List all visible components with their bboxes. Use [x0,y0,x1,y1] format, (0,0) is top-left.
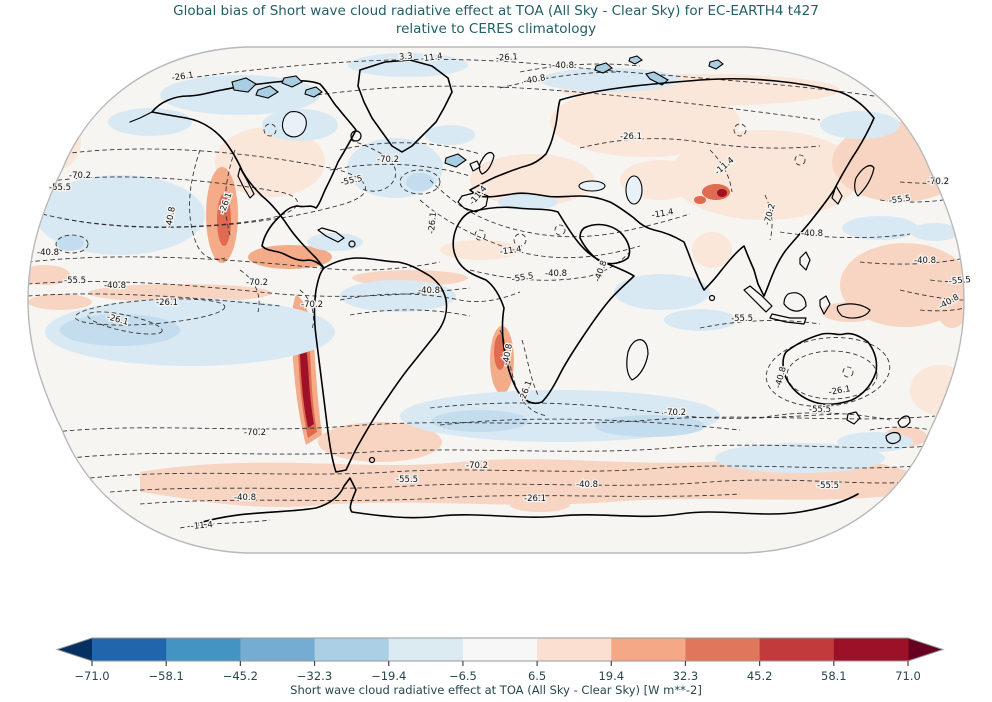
colorbar-segment [685,638,761,661]
colorbar-tick-label: −6.5 [449,669,477,683]
contour-label: -70.2 [927,177,949,187]
contour-label: -26.1 [171,71,194,84]
colorbar-tick-label: 19.4 [598,669,624,683]
colorbar-tick-label: −32.3 [297,669,332,683]
contour-label: -40.8 [234,493,256,503]
contour-label: -70.2 [664,408,686,418]
contour-label: -40.8 [801,229,823,239]
contour-label: -55.5 [817,481,839,491]
colorbar-under-arrow [57,638,92,661]
contour-label: 3.3 [399,51,413,62]
contour-label: -40.8 [104,281,126,291]
figure-title-line1: Global bias of Short wave cloud radiativ… [173,3,819,19]
colorbar-segment [759,638,835,661]
colorbar-tick-label: −45.2 [223,669,258,683]
contour-label: -26.1 [524,494,546,504]
colorbar-segment [462,638,538,661]
contour-label: -55.5 [49,183,71,193]
contour-label: -70.2 [466,461,488,471]
colorbar-tick-label: 32.3 [673,669,699,683]
contour-lines [28,59,964,529]
contour-label: -55.5 [64,276,86,286]
contour-label: -70.2 [69,171,91,181]
contour-label: -70.2 [377,155,399,165]
contour-label: -26.1 [156,298,178,308]
colorbar-tick-label: −19.4 [371,669,406,683]
colorbar-segment [611,638,686,661]
colorbar-segment [166,638,241,661]
contour-label: -11.4 [190,520,213,532]
colorbar-segment [388,638,464,661]
map-outline [27,46,965,554]
colorbar-over-arrow [908,638,943,661]
figure-title-line2: relative to CERES climatology [395,20,597,37]
contour-label: -40.8 [552,61,574,71]
contour-label: -26.1 [496,52,519,64]
contour-label: -40.8 [37,248,59,258]
contour-label: -55.5 [396,475,418,485]
contour-label: -55.5 [948,275,971,287]
coastlines [129,55,911,525]
colorbar-tick-label: −58.1 [149,669,184,683]
colorbar-tick-label: 71.0 [895,669,921,683]
colorbar-segment [240,638,316,661]
contour-label: -70.2 [246,278,268,288]
contour-label: -40.8 [545,269,567,279]
map-fill-patches [28,53,964,512]
contour-label: -70.2 [301,300,323,310]
contour-label: -26.1 [828,384,851,398]
colorbar-body: −71.0 −58.1 −45.2 −32.3 −19.4 −6.5 6.5 19.4 32.3… [55,637,945,683]
contour-label: -40.8 [914,256,936,266]
colorbar-segment [833,638,909,661]
contour-label: -11.4 [499,245,522,258]
colorbar-tick-label: −71.0 [74,669,109,683]
world-map: -26.1 3.3 -11.4 -26.1 -40.8 -40.8 -26.1 -70.2 -7… [27,46,973,554]
colorbar: −71.0 −58.1 −45.2 −32.3 −19.4 −6.5 6.5 19.4 32.3… [55,637,945,697]
contour-label: -55.5 [731,314,753,324]
colorbar-title: Short wave cloud radiative effect at TOA… [290,683,702,697]
contour-label: -55.5 [888,194,911,207]
colorbar-tick-label: 6.5 [528,669,546,683]
contour-label: -26.1 [620,132,642,142]
colorbar-tick-label: 45.2 [747,669,773,683]
contour-label: -11.4 [420,52,443,65]
contour-label: -26.1 [427,211,439,234]
contour-label: -40.8 [418,286,440,296]
colorbar-segment [314,638,390,661]
contour-label: -40.8 [576,480,598,490]
colorbar-segment [537,638,612,661]
figure-title: Global bias of Short wave cloud radiativ… [0,3,992,38]
colorbar-tick-label: 58.1 [821,669,847,683]
contour-label: -70.2 [244,428,266,438]
colorbar-segment [92,638,167,661]
contour-label: -55.5 [809,405,831,415]
